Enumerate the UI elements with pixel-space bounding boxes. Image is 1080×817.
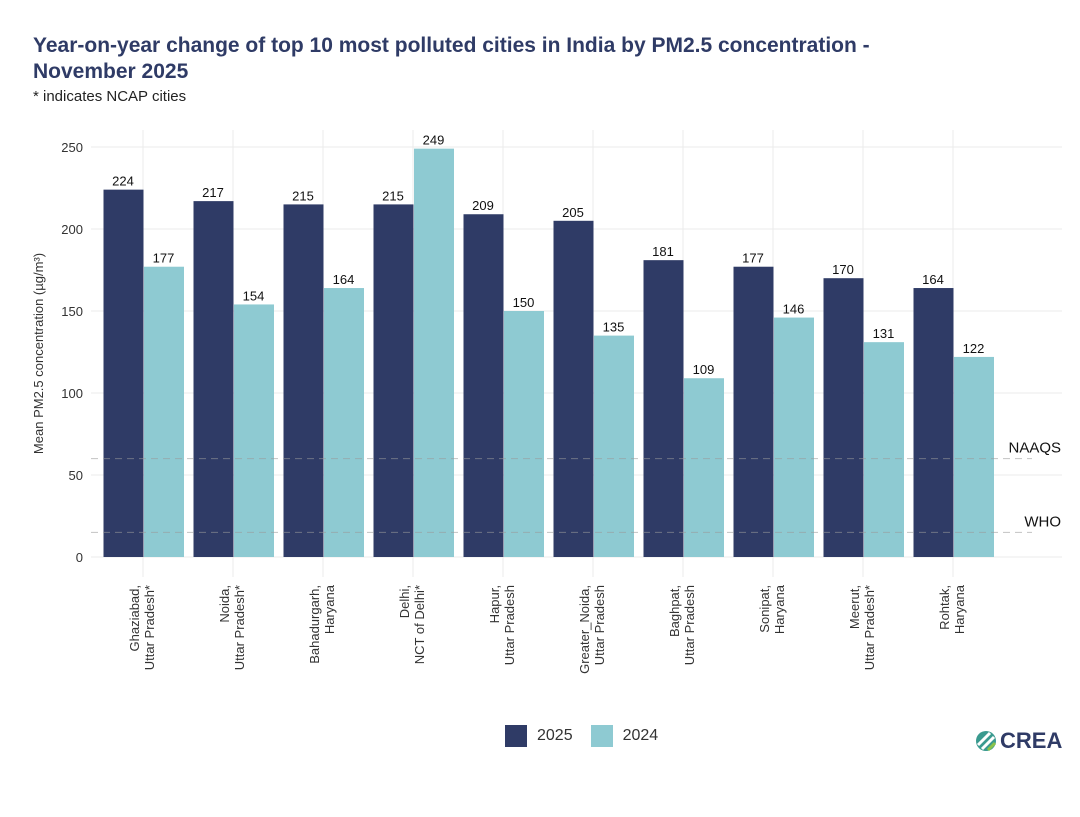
data-label: 146 (783, 302, 805, 317)
x-tick-label: NCT of Delhi* (412, 585, 427, 664)
reference-label: WHO (1024, 513, 1061, 530)
bar-2024 (774, 317, 814, 557)
x-tick-label: Rohtak, (937, 585, 952, 630)
bar-2025 (103, 189, 144, 557)
bar-2024 (414, 148, 454, 557)
bar-2024 (954, 356, 994, 557)
chart-subtitle: * indicates NCAP cities (33, 88, 187, 105)
bar-2025 (823, 278, 864, 557)
data-label: 135 (603, 320, 625, 335)
crea-logo: CREA (975, 728, 1062, 754)
x-tick-label: Haryana (322, 584, 337, 634)
data-label: 205 (562, 205, 584, 220)
bar-2024 (144, 266, 184, 557)
logo-text: CREA (1000, 728, 1063, 753)
bar-2024 (684, 378, 724, 557)
bar-2024 (864, 342, 904, 557)
legend: 2025 2024 (505, 725, 658, 747)
y-axis-label: Mean PM2.5 concentration (µg/m³) (31, 253, 46, 454)
bar-2025 (733, 266, 774, 557)
data-label: 177 (153, 251, 175, 266)
bar-2025 (193, 201, 234, 557)
x-tick-label: Hapur, (487, 585, 502, 623)
legend-swatch-2024 (590, 725, 613, 747)
x-tick-label: Sonipat, (757, 585, 772, 633)
data-label: 164 (922, 272, 944, 287)
bar-2025 (463, 214, 504, 558)
bar-2024 (324, 288, 364, 557)
bar-2025 (643, 260, 684, 557)
data-label: 131 (873, 326, 895, 341)
y-tick-label: 250 (61, 140, 83, 155)
data-label: 215 (382, 188, 404, 203)
bar-2025 (373, 204, 414, 557)
data-label: 224 (112, 174, 134, 189)
bar-2024 (594, 335, 634, 557)
bar-2025 (913, 288, 954, 557)
data-label: 215 (292, 188, 314, 203)
bar-2024 (504, 311, 544, 557)
chart-title: Year-on-year change of top 10 most pollu… (33, 34, 870, 83)
x-tick-label: Uttar Pradesh* (232, 585, 247, 670)
data-label: 217 (202, 185, 224, 200)
data-label: 164 (333, 272, 355, 287)
reference-label: NAAQS (1008, 440, 1061, 457)
x-tick-label: Uttar Pradesh (592, 585, 607, 665)
x-tick-label: Haryana (772, 584, 787, 634)
x-tick-label: Delhi, (397, 585, 412, 618)
bar-2025 (553, 220, 594, 558)
x-tick-label: Uttar Pradesh (682, 585, 697, 665)
y-tick-label: 0 (76, 550, 83, 565)
y-tick-label: 50 (69, 468, 83, 483)
data-label: 109 (693, 362, 715, 377)
data-label: 150 (513, 295, 535, 310)
x-tick-label: Noida, (217, 585, 232, 623)
data-label: 181 (652, 244, 674, 259)
x-tick-label: Bahadurgarh, (307, 585, 322, 664)
x-tick-label: Meerut, (847, 585, 862, 629)
legend-swatch-2025 (505, 725, 527, 747)
x-tick-label: Uttar Pradesh* (142, 585, 157, 670)
x-tick-label: Haryana (952, 584, 967, 634)
y-tick-label: 100 (61, 386, 83, 401)
x-tick-label: Greater_Noida, (577, 585, 592, 674)
data-label: 122 (963, 341, 985, 356)
bar-2024 (234, 304, 274, 557)
data-label: 209 (472, 198, 494, 213)
crea-logo-icon (976, 731, 997, 752)
data-label: 170 (832, 262, 854, 277)
y-tick-label: 150 (61, 304, 83, 319)
x-tick-label: Uttar Pradesh (502, 585, 517, 665)
x-tick-label: Ghaziabad, (127, 585, 142, 652)
x-tick-label: Baghpat, (667, 585, 682, 637)
x-tick-label: Uttar Pradesh* (862, 585, 877, 670)
bar-2025 (283, 204, 324, 557)
data-label: 154 (243, 288, 265, 303)
data-label: 177 (742, 251, 764, 266)
legend-label-2025: 2025 (537, 727, 573, 744)
data-label: 249 (423, 133, 445, 148)
y-tick-label: 200 (61, 222, 83, 237)
legend-label-2024: 2024 (622, 727, 659, 744)
